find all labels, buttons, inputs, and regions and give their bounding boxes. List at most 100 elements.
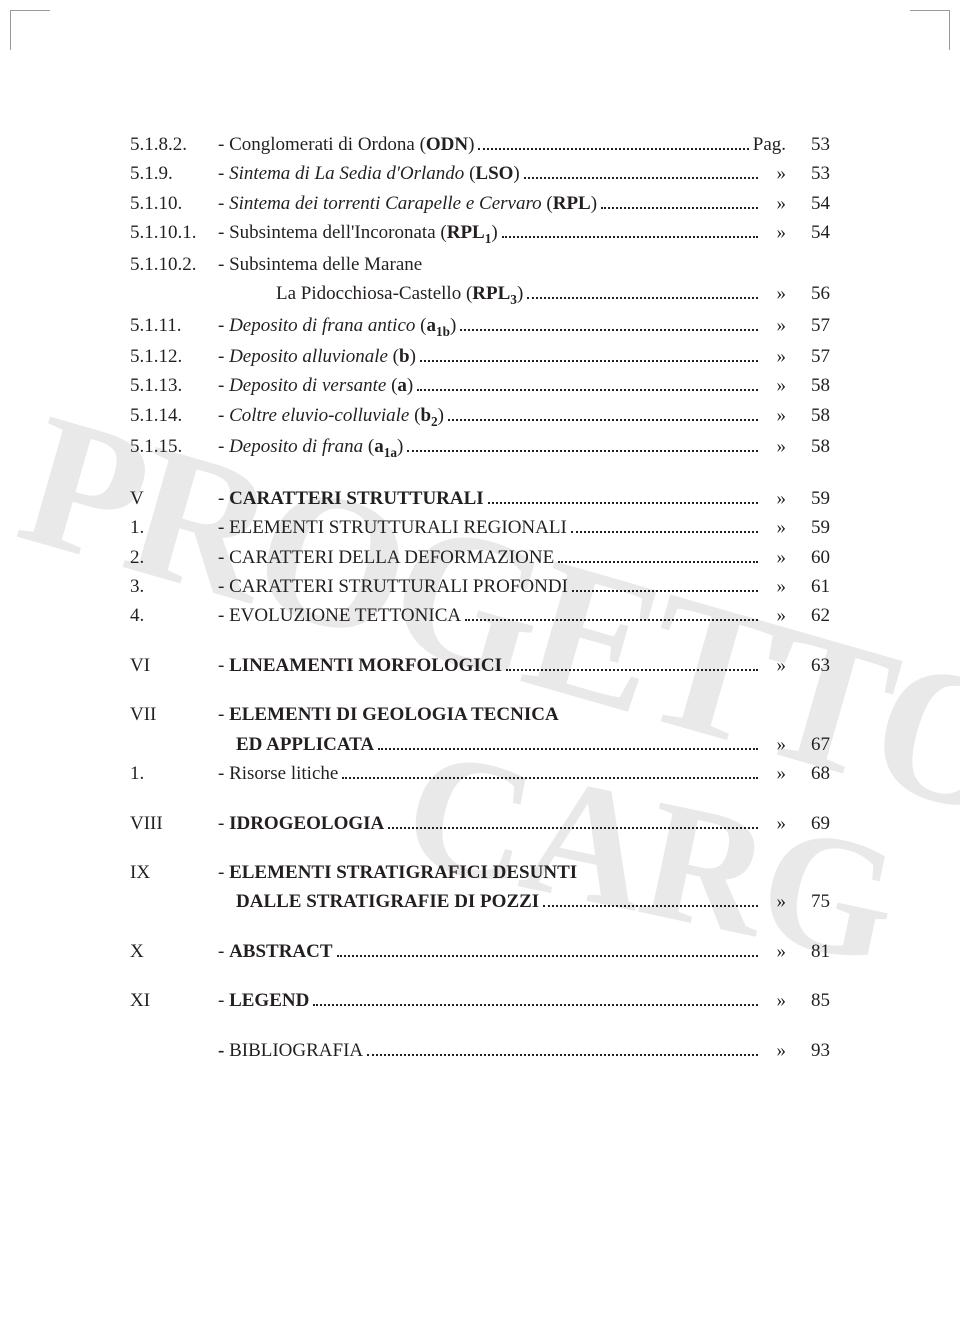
toc-entry: 1.- ELEMENTI STRUTTURALI REGIONALI»59: [130, 513, 830, 542]
toc-page-number: 58: [786, 371, 830, 400]
toc-entry: 5.1.9.- Sintema di La Sedia d'Orlando (L…: [130, 159, 830, 188]
toc-leader-dots: [313, 987, 758, 1006]
toc-entry-title: - LINEAMENTI MORFOLOGICI: [218, 651, 502, 680]
toc-page-symbol: »: [762, 342, 786, 371]
toc-page-number: 68: [786, 759, 830, 788]
toc-page-symbol: »: [762, 809, 786, 838]
toc-entry: ED APPLICATA»67: [130, 730, 830, 759]
toc-entry-title: - CARATTERI STRUTTURALI: [218, 484, 484, 513]
toc-entry: 5.1.8.2.- Conglomerati di Ordona (ODN)Pa…: [130, 130, 830, 159]
toc-entry-title: - Coltre eluvio-colluviale (b2): [218, 401, 444, 432]
toc-entry: VI- LINEAMENTI MORFOLOGICI»63: [130, 651, 830, 680]
toc-entry-title: La Pidocchiosa-Castello (RPL3): [218, 279, 523, 310]
toc-entry-number: 1.: [130, 513, 218, 542]
toc-entry-number: 5.1.11.: [130, 311, 218, 340]
toc-page-number: 85: [786, 986, 830, 1015]
toc-entry-title: - Deposito di frana antico (a1b): [218, 311, 456, 342]
toc-page-number: 59: [786, 484, 830, 513]
toc-entry: 1.- Risorse litiche»68: [130, 759, 830, 788]
toc-entry-title: - ABSTRACT: [218, 937, 333, 966]
toc-entry-title: - Risorse litiche: [218, 759, 338, 788]
toc-entry-title: - Deposito di versante (a): [218, 371, 413, 400]
toc-entry: 5.1.11.- Deposito di frana antico (a1b) »…: [130, 311, 830, 342]
toc-page-symbol: »: [762, 887, 786, 916]
toc-leader-dots: [407, 433, 758, 452]
toc-leader-dots: [571, 514, 758, 533]
toc-page-number: 81: [786, 937, 830, 966]
toc-page-symbol: »: [762, 572, 786, 601]
toc-entry: DALLE STRATIGRAFIE DI POZZI»75: [130, 887, 830, 916]
toc-entry: 5.1.15.- Deposito di frana (a1a)»58: [130, 432, 830, 463]
toc-entry-number: VIII: [130, 809, 218, 838]
toc-page-number: 57: [786, 311, 830, 340]
toc-page-symbol: »: [762, 1036, 786, 1065]
toc-leader-dots: [527, 280, 758, 299]
toc-entry: 5.1.12.- Deposito alluvionale (b)»57: [130, 342, 830, 371]
toc-page-number: 75: [786, 887, 830, 916]
toc-leader-dots: [337, 938, 758, 957]
toc-entry-title: - Conglomerati di Ordona (ODN): [218, 130, 474, 159]
toc-entry-title: - ELEMENTI STRATIGRAFICI DESUNTI: [218, 858, 577, 887]
toc-page-number: 61: [786, 572, 830, 601]
toc-entry-title: - Subsintema delle Marane: [218, 250, 422, 279]
toc-page-symbol: »: [762, 986, 786, 1015]
toc-leader-dots: [342, 760, 758, 779]
toc-entry-title: - CARATTERI STRUTTURALI PROFONDI: [218, 572, 568, 601]
toc-page-symbol: »: [762, 937, 786, 966]
toc-leader-dots: [502, 219, 758, 238]
toc-entry-number: 1.: [130, 759, 218, 788]
toc-entry-title: - IDROGEOLOGIA: [218, 809, 384, 838]
crop-mark-top-right: [910, 10, 950, 50]
toc-page-symbol: »: [762, 432, 786, 461]
toc-group-gap: [130, 1016, 830, 1036]
toc-leader-dots: [460, 312, 758, 331]
toc-page-symbol: »: [762, 601, 786, 630]
toc-leader-dots: [478, 131, 748, 150]
toc-entry: 5.1.13.- Deposito di versante (a) »58: [130, 371, 830, 400]
toc-group-gap: [130, 789, 830, 809]
crop-mark-top-left: [10, 10, 50, 50]
toc-page-number: 59: [786, 513, 830, 542]
toc-page-number: 69: [786, 809, 830, 838]
toc-page-number: 58: [786, 432, 830, 461]
toc-group-gap: [130, 631, 830, 651]
toc-leader-dots: [420, 343, 758, 362]
toc-entry-number: 5.1.12.: [130, 342, 218, 371]
toc-page-symbol: »: [762, 651, 786, 680]
toc-leader-dots: [448, 402, 758, 421]
toc-entry-number: IX: [130, 858, 218, 887]
toc-entry-number: 5.1.8.2.: [130, 130, 218, 159]
toc-entry: VII- ELEMENTI DI GEOLOGIA TECNICA: [130, 700, 830, 729]
toc-leader-dots: [524, 160, 758, 179]
toc-page-number: 93: [786, 1036, 830, 1065]
toc-group-gap: [130, 838, 830, 858]
toc-page-symbol: »: [762, 311, 786, 340]
toc-page-symbol: »: [762, 730, 786, 759]
toc-leader-dots: [601, 190, 758, 209]
toc-page-symbol: »: [762, 484, 786, 513]
toc-entry-title: - Deposito di frana (a1a): [218, 432, 403, 463]
toc-entry: V- CARATTERI STRUTTURALI»59: [130, 484, 830, 513]
toc-entry-number: 5.1.13.: [130, 371, 218, 400]
toc-entry-number: X: [130, 937, 218, 966]
toc-page-symbol: »: [762, 189, 786, 218]
toc-entry-title: - Sintema di La Sedia d'Orlando (LSO): [218, 159, 520, 188]
toc-leader-dots: [465, 602, 758, 621]
toc-entry: 4.- EVOLUZIONE TETTONICA»62: [130, 601, 830, 630]
toc-entry-number: 4.: [130, 601, 218, 630]
toc-page-number: 60: [786, 543, 830, 572]
toc-page-number: 54: [786, 189, 830, 218]
table-of-contents: 5.1.8.2.- Conglomerati di Ordona (ODN)Pa…: [130, 130, 830, 1065]
toc-leader-dots: [543, 888, 758, 907]
toc-entry-title: - LEGEND: [218, 986, 309, 1015]
toc-page-symbol: »: [762, 371, 786, 400]
toc-leader-dots: [506, 652, 758, 671]
toc-leader-dots: [488, 485, 758, 504]
toc-page-symbol: »: [762, 279, 786, 308]
toc-leader-dots: [378, 731, 758, 750]
toc-entry: 5.1.10.- Sintema dei torrenti Carapelle …: [130, 189, 830, 218]
toc-entry-number: VI: [130, 651, 218, 680]
toc-entry: 5.1.10.2.- Subsintema delle Marane: [130, 250, 830, 279]
toc-entry-number: 5.1.9.: [130, 159, 218, 188]
toc-entry: 5.1.14.- Coltre eluvio-colluviale (b2)»5…: [130, 401, 830, 432]
